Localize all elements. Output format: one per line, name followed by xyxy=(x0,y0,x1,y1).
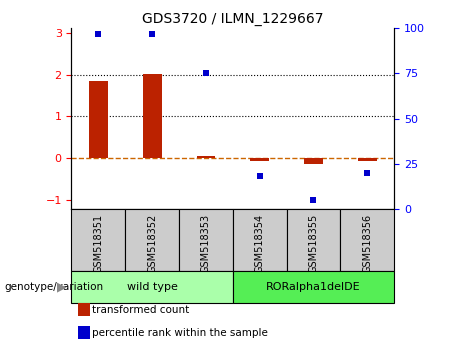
Text: GSM518353: GSM518353 xyxy=(201,214,211,273)
Bar xyxy=(340,209,394,271)
Bar xyxy=(304,159,323,164)
Text: transformed count: transformed count xyxy=(92,305,189,315)
Text: wild type: wild type xyxy=(127,282,177,292)
Text: GSM518352: GSM518352 xyxy=(147,214,157,273)
Bar xyxy=(71,209,125,271)
Text: GSM518351: GSM518351 xyxy=(93,214,103,273)
Text: genotype/variation: genotype/variation xyxy=(5,282,104,292)
Bar xyxy=(233,271,394,303)
Bar xyxy=(89,81,108,159)
Title: GDS3720 / ILMN_1229667: GDS3720 / ILMN_1229667 xyxy=(142,12,324,26)
Point xyxy=(202,71,210,76)
Bar xyxy=(287,209,340,271)
Point xyxy=(95,31,102,36)
Text: RORalpha1delDE: RORalpha1delDE xyxy=(266,282,361,292)
Point xyxy=(256,173,263,179)
Bar xyxy=(250,159,269,161)
Bar xyxy=(143,74,161,159)
Text: GSM518355: GSM518355 xyxy=(308,214,319,273)
Bar xyxy=(196,156,215,159)
Text: percentile rank within the sample: percentile rank within the sample xyxy=(92,328,268,338)
Bar xyxy=(179,209,233,271)
Text: GSM518354: GSM518354 xyxy=(254,214,265,273)
Bar xyxy=(71,271,233,303)
Bar xyxy=(358,159,377,161)
Text: ▶: ▶ xyxy=(57,280,67,293)
Bar xyxy=(233,209,287,271)
Text: GSM518356: GSM518356 xyxy=(362,214,372,273)
Point xyxy=(310,197,317,202)
Point xyxy=(148,31,156,36)
Point xyxy=(364,170,371,176)
Bar xyxy=(125,209,179,271)
